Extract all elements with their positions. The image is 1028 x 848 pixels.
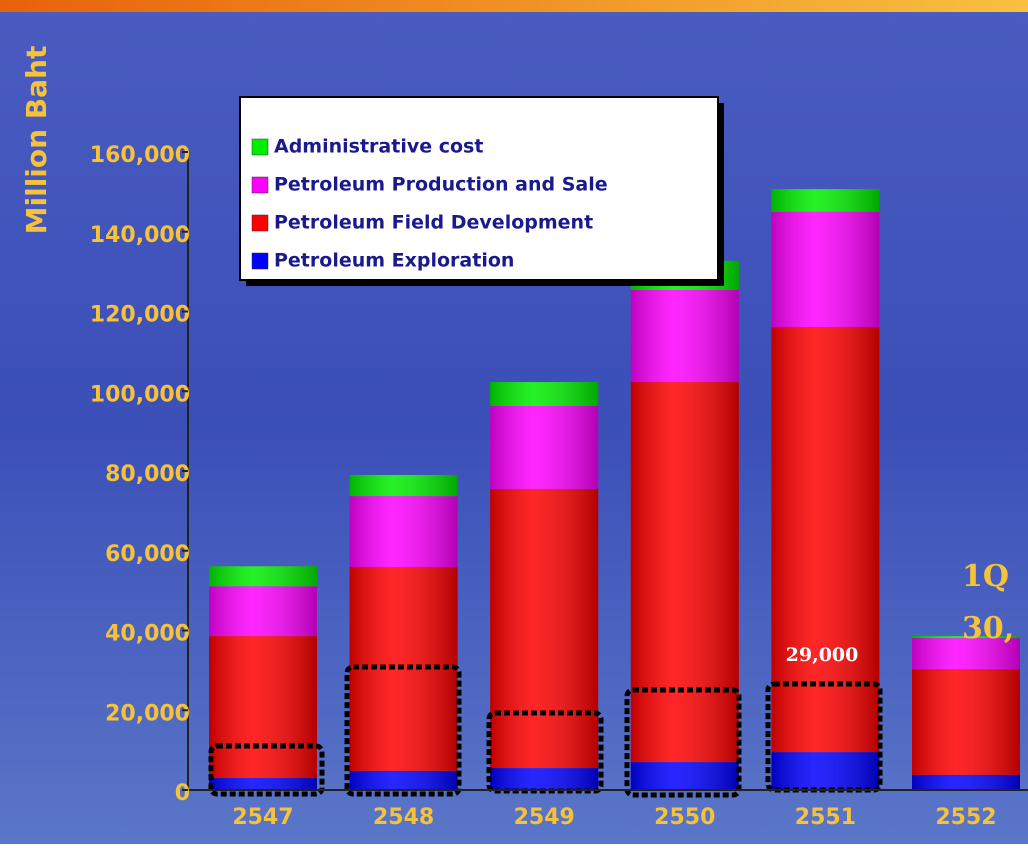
bar-shade <box>771 211 880 328</box>
annotation: 1Q <box>962 559 1009 594</box>
bar-shade <box>771 327 880 753</box>
y-tick-label: 80,000 <box>105 462 190 487</box>
x-tick-label: 2547 <box>232 805 293 830</box>
bar-shade <box>630 382 739 763</box>
bar-shade <box>912 774 1020 790</box>
bar-shade <box>630 289 739 383</box>
legend-swatch <box>251 252 269 270</box>
legend-label: Petroleum Production and Sale <box>274 174 608 196</box>
y-axis-label: Million Baht <box>20 46 53 235</box>
y-tick-label: 20,000 <box>105 701 190 726</box>
bar-shade <box>209 586 317 637</box>
annotation: 29,000 <box>786 644 859 666</box>
x-tick-label: 2550 <box>654 805 715 830</box>
bar-shade <box>209 566 317 587</box>
bar-shade <box>349 770 458 790</box>
bar-shade <box>630 762 739 790</box>
legend-label: Administrative cost <box>274 136 483 158</box>
x-tick-label: 2549 <box>514 805 575 830</box>
y-tick-label: 120,000 <box>90 303 190 328</box>
legend-swatch <box>251 176 269 194</box>
bar-shade <box>209 778 317 790</box>
y-tick-label: 0 <box>175 781 190 806</box>
x-tick-label: 2552 <box>935 805 996 830</box>
bar-shade <box>912 669 1020 775</box>
legend-label: Petroleum Exploration <box>274 250 514 272</box>
bar-shade <box>349 474 458 497</box>
x-tick-label: 2551 <box>795 805 856 830</box>
bar-shade <box>771 189 880 212</box>
bar-shade <box>912 636 1020 639</box>
bar-shade <box>490 768 599 790</box>
bar-shade <box>209 636 317 779</box>
bar-shade <box>912 638 1020 670</box>
legend-swatch <box>251 214 269 232</box>
bar-shade <box>490 406 599 489</box>
bar-shade <box>349 496 458 568</box>
y-tick-label: 40,000 <box>105 622 190 647</box>
bar-shade <box>771 752 880 790</box>
y-tick-label: 160,000 <box>90 143 190 168</box>
bar-shade <box>490 488 599 769</box>
top-strip <box>0 0 1028 12</box>
bar-shade <box>490 382 599 407</box>
y-tick-label: 140,000 <box>90 223 190 248</box>
annotation: 30, <box>962 611 1014 646</box>
y-tick-label: 100,000 <box>90 382 190 407</box>
y-tick-label: 60,000 <box>105 542 190 567</box>
x-tick-label: 2548 <box>373 805 434 830</box>
legend <box>239 96 719 281</box>
legend-label: Petroleum Field Development <box>274 212 593 234</box>
legend-swatch <box>251 138 269 156</box>
